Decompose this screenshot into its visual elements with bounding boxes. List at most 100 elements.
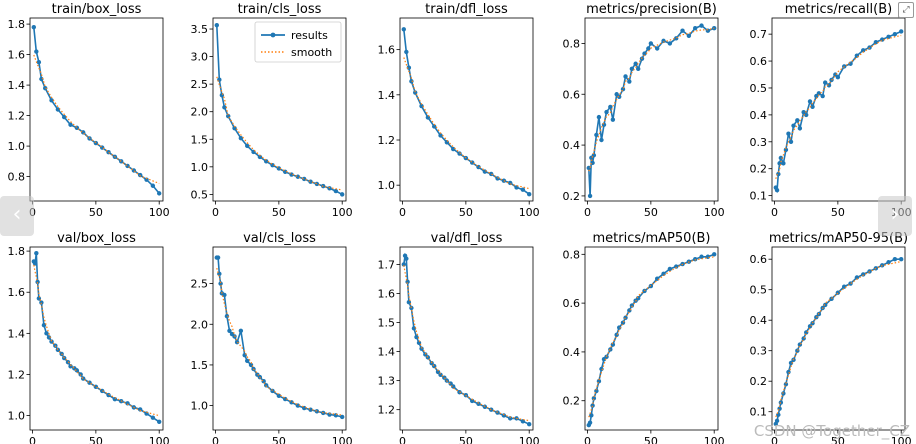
data-point [245,143,250,149]
data-point [68,122,73,127]
y-tick-label: 0.2 [750,375,768,388]
y-tick-label: 1.2 [8,368,26,381]
data-point [501,413,507,418]
data-point [680,28,685,33]
x-tick-label: 50 [272,206,286,219]
y-tick-label: 1.4 [8,327,26,340]
x-tick-label: 50 [459,206,473,219]
data-point [527,421,532,427]
x-tick-label: 0 [584,206,591,219]
data-point [340,414,345,420]
data-point [314,181,320,187]
y-tick-label: 1.6 [378,287,396,300]
y-tick-label: 0.4 [750,314,768,327]
data-point [238,135,244,141]
results-line [403,252,530,425]
y-tick-label: 0.2 [563,190,581,203]
y-tick-label: 1.0 [378,179,396,192]
chart-title: val/dfl_loss [431,231,503,246]
y-tick-label: 1.3 [378,375,396,388]
y-tick-label: 0.5 [191,188,209,201]
chart-title: val/cls_loss [243,231,316,246]
data-point [327,412,332,417]
data-point [264,159,269,164]
chart-title: train/dfl_loss [425,2,508,17]
x-tick-label: 50 [644,206,658,219]
chart-title: metrics/mAP50(B) [592,231,710,246]
data-point [636,296,641,301]
data-point [778,155,784,161]
data-point [801,336,806,341]
x-tick-label: 100 [704,206,725,219]
data-point [797,126,803,131]
data-point [636,66,641,72]
next-image-button[interactable]: › [878,196,912,236]
data-point [610,117,616,122]
y-tick-label: 1.2 [378,404,396,417]
data-point [620,320,626,325]
data-point [807,99,813,104]
plot-frame [771,17,906,202]
data-point [655,46,660,51]
data-point [438,133,443,138]
x-tick-label: 0 [212,206,219,219]
data-point [627,79,632,84]
smooth-line [403,265,530,422]
x-tick-label: 0 [29,435,36,444]
data-point [608,104,613,110]
data-point [270,388,275,394]
chart-title: metrics/recall(B) [785,2,892,17]
data-point [276,393,282,399]
chart-title: metrics/mAP50-95(B) [769,231,908,246]
data-point [451,146,456,152]
x-tick-label: 0 [584,435,591,444]
data-point [629,303,635,308]
y-tick-label: 1.6 [378,44,396,57]
data-point [854,275,860,280]
data-point [642,51,647,56]
data-point [218,281,223,286]
previous-image-button[interactable]: ‹ [0,196,34,236]
smooth-line [403,57,530,190]
y-tick-label: 0.2 [563,395,581,408]
x-tick-label: 100 [519,206,540,219]
data-point [786,369,791,375]
watermark: CSDN @Together_CZ [753,422,910,440]
x-tick-label: 0 [212,435,219,444]
data-point [257,154,263,160]
data-point [661,38,666,44]
data-point [46,335,52,340]
data-point [816,91,822,96]
data-point [627,308,632,313]
chart-panel-5: metrics/recall(B) 0.1 0.2 0.3 0.4 0.5 0.6 0.7 0 5… [750,2,912,219]
y-tick-label: 2.5 [191,278,209,291]
x-tick-label: 50 [89,435,103,444]
results-line [588,253,715,426]
data-point [44,331,49,336]
data-point [100,388,105,394]
data-point [648,41,654,46]
x-tick-label: 100 [149,435,170,444]
data-point [340,192,345,197]
data-point [646,46,651,51]
x-tick-label: 50 [272,435,286,444]
chart-panel-9: metrics/mAP50(B) 0.2 0.4 0.6 0.8 0 50 100 [563,231,725,444]
x-tick-label: 50 [644,435,658,444]
x-tick-label: 100 [332,206,353,219]
data-point [401,27,406,32]
x-tick-label: 0 [399,435,406,444]
data-point [219,92,225,98]
data-point [587,420,593,425]
data-point [429,360,434,366]
x-tick-label: 50 [459,435,473,444]
zoom-icon[interactable]: ⤢ [898,2,914,18]
y-tick-label: 1.0 [191,161,209,174]
y-tick-label: 1.0 [8,140,26,153]
data-point [435,369,441,375]
data-point [476,401,481,407]
data-point [93,140,99,146]
data-point [419,346,424,351]
data-point [629,66,635,72]
